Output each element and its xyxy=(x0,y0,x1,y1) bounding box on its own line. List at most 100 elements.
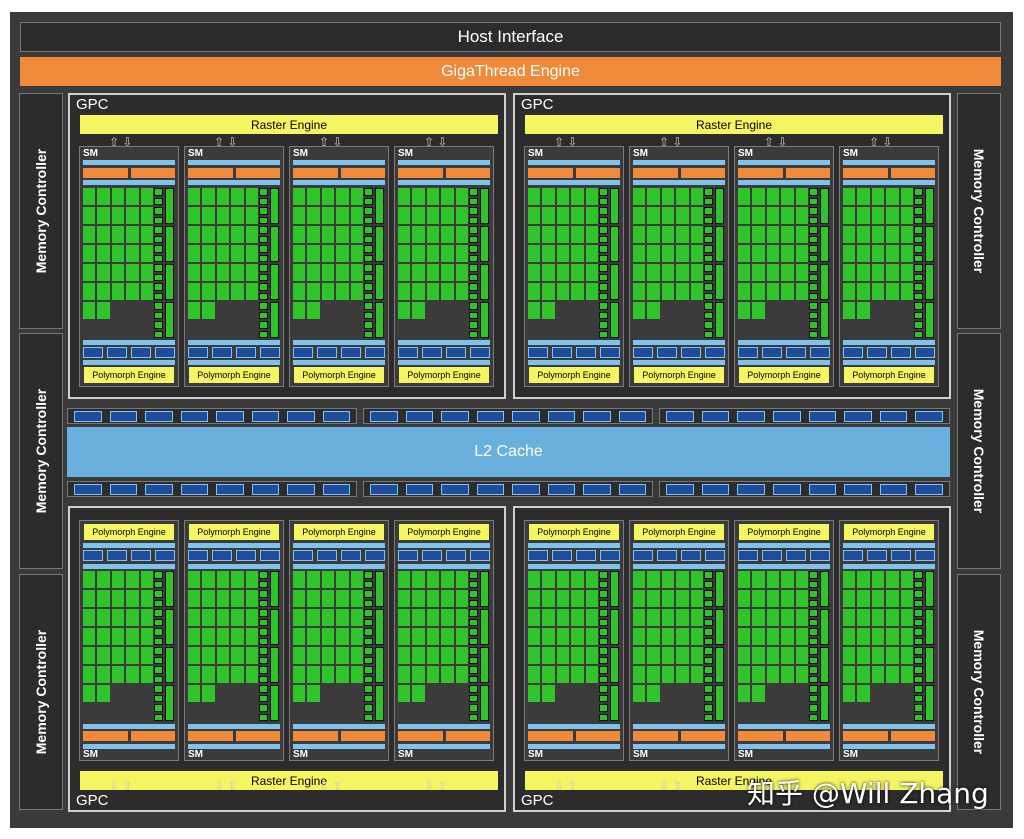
register-file-bar xyxy=(188,360,280,365)
cuda-core xyxy=(571,666,584,683)
cuda-core xyxy=(843,666,856,683)
texture-unit xyxy=(786,347,806,358)
cuda-core xyxy=(633,207,646,224)
cuda-core xyxy=(97,647,110,664)
memory-controller-left-3: Memory Controller xyxy=(19,574,63,810)
cuda-core xyxy=(140,666,153,683)
memory-controller-label: Memory Controller xyxy=(971,148,987,274)
register-file-bar xyxy=(528,564,620,569)
ld-st-column xyxy=(364,571,373,721)
raster-engine: Raster Engine xyxy=(525,115,943,134)
memory-controller-label: Memory Controller xyxy=(33,629,49,755)
ld-st-unit xyxy=(914,628,923,636)
polymorph-engine: Polymorph Engine xyxy=(84,524,174,540)
ld-st-unit xyxy=(704,197,713,205)
ld-st-unit xyxy=(704,704,713,712)
texture-unit xyxy=(422,550,442,561)
cuda-core xyxy=(857,188,870,205)
special-function-unit xyxy=(375,571,384,607)
ld-st-unit xyxy=(469,685,478,693)
cuda-core xyxy=(633,609,646,626)
ld-st-unit xyxy=(154,207,163,215)
l2-cache-slice xyxy=(547,483,575,495)
ld-st-unit xyxy=(259,590,268,598)
special-function-unit xyxy=(820,685,829,721)
l2-cache-slice xyxy=(737,410,765,422)
cuda-core xyxy=(111,226,125,243)
register-file-bar xyxy=(843,543,935,548)
cuda-core xyxy=(690,283,703,300)
register-file-bar xyxy=(83,360,175,365)
texture-unit xyxy=(365,347,385,358)
cuda-core xyxy=(781,226,794,243)
cuda-core xyxy=(307,207,320,224)
cuda-core xyxy=(140,245,153,262)
cuda-core xyxy=(690,188,703,205)
cuda-core xyxy=(857,207,870,224)
cuda-core xyxy=(350,245,363,262)
raster-engine: Raster Engine xyxy=(80,771,498,790)
texture-unit xyxy=(293,550,313,561)
cuda-core xyxy=(886,628,899,645)
ld-st-unit xyxy=(154,254,163,262)
warp-scheduler xyxy=(130,731,175,741)
cuda-core xyxy=(398,207,411,224)
cuda-core xyxy=(216,226,230,243)
cuda-core xyxy=(676,245,689,262)
special-function-unit xyxy=(610,226,619,262)
streaming-multiprocessor: SM Polymorph Engine xyxy=(839,146,939,387)
ld-st-unit xyxy=(154,590,163,598)
cuda-core xyxy=(633,283,646,300)
texture-unit xyxy=(317,550,337,561)
l2-cache-slice xyxy=(322,483,350,495)
ld-st-unit xyxy=(914,264,923,272)
sfu-column xyxy=(270,188,279,338)
register-file-bar xyxy=(738,543,830,548)
ld-st-unit xyxy=(259,321,268,329)
ld-st-unit xyxy=(364,628,373,636)
ld-st-unit xyxy=(599,637,608,645)
cuda-core xyxy=(216,245,230,262)
cuda-core xyxy=(140,647,153,664)
cuda-core xyxy=(886,571,899,588)
cuda-core xyxy=(307,628,320,645)
texture-unit xyxy=(317,347,337,358)
special-function-unit xyxy=(165,647,174,683)
cuda-core xyxy=(871,628,885,645)
cuda-core xyxy=(350,207,363,224)
ld-st-unit xyxy=(599,675,608,683)
cuda-core xyxy=(441,628,454,645)
ld-st-unit xyxy=(259,264,268,272)
texture-unit xyxy=(681,550,701,561)
cuda-core xyxy=(752,188,765,205)
ld-st-unit xyxy=(809,197,818,205)
ld-st-unit xyxy=(154,226,163,234)
cuda-core xyxy=(556,647,570,664)
cuda-core xyxy=(188,302,201,319)
cuda-core xyxy=(111,590,125,607)
cuda-core xyxy=(633,226,646,243)
ld-st-unit xyxy=(809,264,818,272)
ld-st-unit xyxy=(809,254,818,262)
cuda-core xyxy=(441,283,454,300)
ld-st-unit xyxy=(259,330,268,338)
cuda-core-grid xyxy=(83,571,153,721)
cuda-core xyxy=(412,245,425,262)
cuda-core xyxy=(871,666,885,683)
ld-st-unit xyxy=(704,330,713,338)
sfu-column xyxy=(480,571,489,721)
cuda-core xyxy=(556,245,570,262)
register-file-bar xyxy=(398,340,490,345)
cuda-core xyxy=(857,609,870,626)
cuda-core xyxy=(412,264,425,281)
l2-cache-slice xyxy=(109,410,137,422)
cuda-core xyxy=(571,264,584,281)
ld-st-unit xyxy=(364,321,373,329)
l2-cache-slice xyxy=(145,410,173,422)
cuda-core xyxy=(647,302,660,319)
cuda-core xyxy=(542,283,555,300)
warp-scheduler-row xyxy=(633,168,725,178)
cuda-core xyxy=(676,609,689,626)
cuda-core xyxy=(245,628,258,645)
register-file-bar xyxy=(293,744,385,749)
